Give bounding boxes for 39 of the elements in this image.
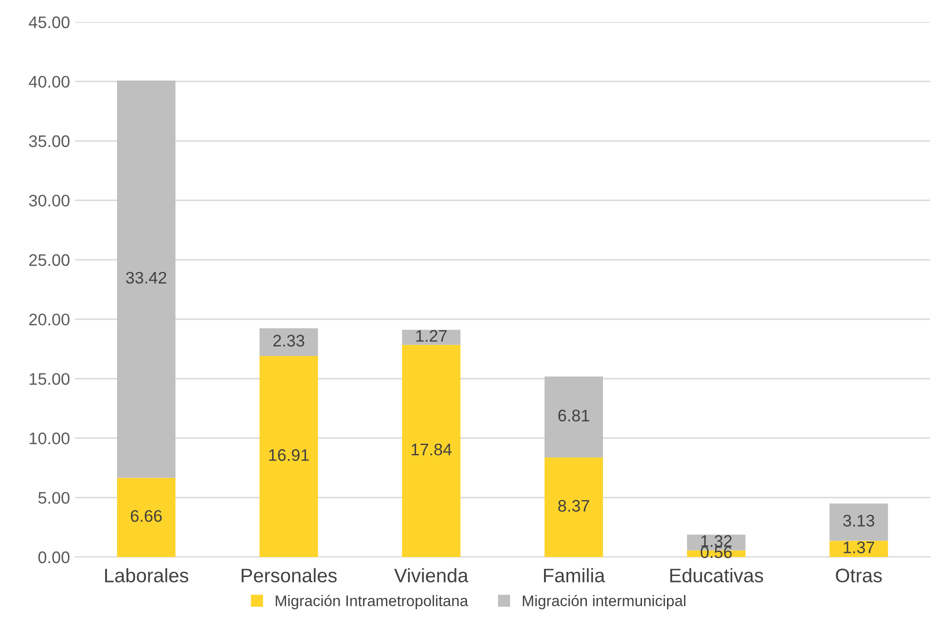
- x-tick-label: Educativas: [670, 568, 764, 582]
- y-tick-label: 0.00: [38, 551, 70, 564]
- data-label: 6.66: [130, 510, 162, 522]
- bar: [260, 356, 318, 557]
- data-label: 33.42: [126, 272, 166, 284]
- bar: [402, 330, 460, 345]
- data-label: 16.91: [269, 449, 309, 461]
- x-tick-label: Familia: [544, 568, 606, 582]
- bar: [830, 504, 888, 541]
- bar: [830, 540, 888, 557]
- data-label: 1.27: [416, 330, 447, 342]
- data-label: 17.84: [412, 444, 452, 456]
- legend-label: Migración Intrametropolitana: [276, 594, 468, 610]
- y-tick-label: 30.00: [29, 194, 70, 207]
- bar: [544, 457, 603, 557]
- y-tick-label: 15.00: [30, 373, 70, 385]
- bar: [260, 328, 318, 356]
- y-tick-label: 35.00: [29, 135, 70, 148]
- legend-label: Migración intermunicipal: [522, 594, 686, 610]
- data-label: 6.81: [558, 410, 590, 422]
- y-tick-label: 10.00: [30, 432, 70, 444]
- x-tick-label: Vivienda: [394, 568, 468, 582]
- bar: [544, 376, 603, 458]
- x-tick-label: Personales: [242, 568, 337, 582]
- x-tick-label: Otras: [836, 568, 882, 582]
- data-label: 3.13: [843, 514, 874, 527]
- bar: [402, 344, 460, 557]
- y-tick-label: 5.00: [38, 492, 70, 504]
- y-tick-label: 25.00: [29, 254, 70, 266]
- data-label: 2.33: [273, 334, 304, 347]
- data-label: 8.37: [558, 500, 590, 512]
- y-tick-label: 45.00: [28, 16, 70, 28]
- data-label: 1.37: [844, 542, 874, 554]
- y-tick-label: 40.00: [28, 76, 70, 88]
- data-label: 1.32: [701, 535, 732, 547]
- bar: [117, 80, 176, 478]
- x-tick-label: Laborales: [105, 568, 188, 582]
- bar: [117, 478, 176, 557]
- y-tick-label: 20.00: [29, 314, 70, 326]
